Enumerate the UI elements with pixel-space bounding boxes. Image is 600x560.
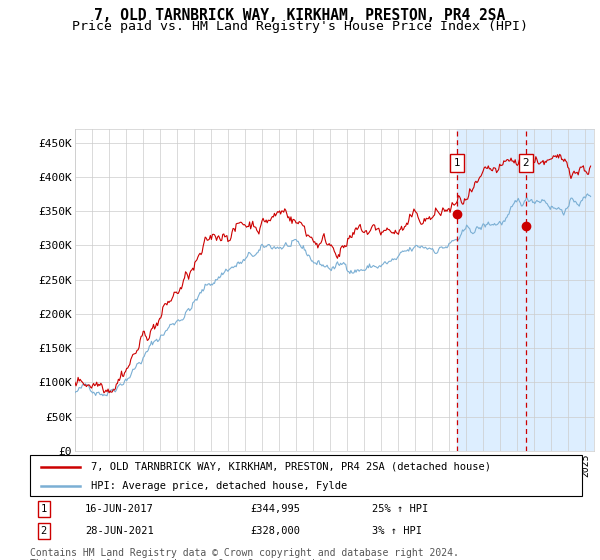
Text: 2: 2 [41,526,47,536]
Text: 25% ↑ HPI: 25% ↑ HPI [372,504,428,514]
Text: 1: 1 [41,504,47,514]
Text: £344,995: £344,995 [251,504,301,514]
Text: HPI: Average price, detached house, Fylde: HPI: Average price, detached house, Fyld… [91,480,347,491]
Text: 7, OLD TARNBRICK WAY, KIRKHAM, PRESTON, PR4 2SA: 7, OLD TARNBRICK WAY, KIRKHAM, PRESTON, … [94,8,506,24]
Text: Price paid vs. HM Land Registry's House Price Index (HPI): Price paid vs. HM Land Registry's House … [72,20,528,32]
Text: 7, OLD TARNBRICK WAY, KIRKHAM, PRESTON, PR4 2SA (detached house): 7, OLD TARNBRICK WAY, KIRKHAM, PRESTON, … [91,461,491,472]
Text: £328,000: £328,000 [251,526,301,536]
FancyBboxPatch shape [30,455,582,496]
Bar [457,129,594,451]
Text: 3% ↑ HPI: 3% ↑ HPI [372,526,422,536]
Text: 2: 2 [523,158,529,168]
Text: Contains HM Land Registry data © Crown copyright and database right 2024.
This d: Contains HM Land Registry data © Crown c… [30,548,459,560]
Text: 1: 1 [454,158,461,168]
Text: 28-JUN-2021: 28-JUN-2021 [85,526,154,536]
Text: 16-JUN-2017: 16-JUN-2017 [85,504,154,514]
